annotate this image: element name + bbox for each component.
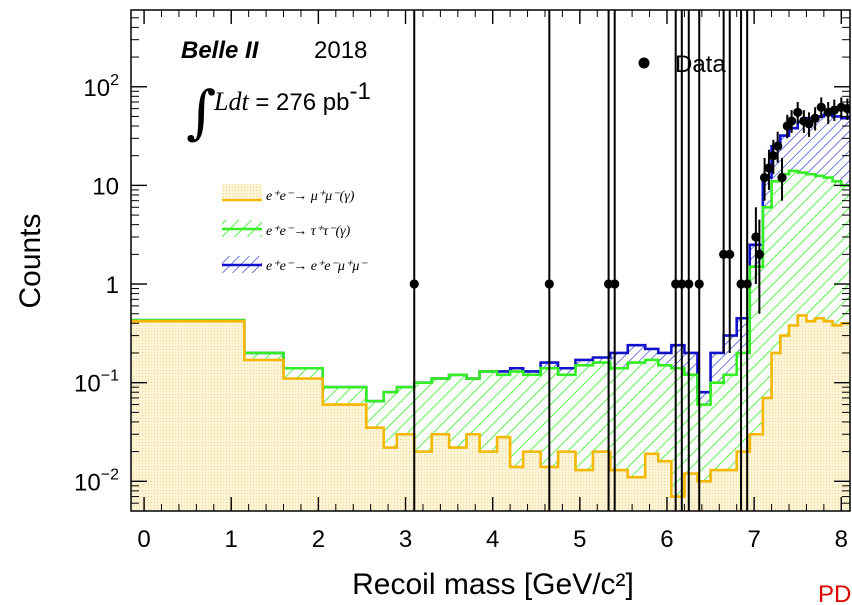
- data-point-18: [777, 172, 787, 183]
- data-point-7: [694, 279, 704, 289]
- x-tick-label-2: 2: [312, 526, 325, 553]
- y-axis-title: Counts: [14, 213, 47, 308]
- x-tick-label-3: 3: [399, 526, 412, 553]
- data-point-23: [804, 119, 814, 129]
- x-tick-label-4: 4: [486, 526, 499, 553]
- luminosity-value: = 276 pb: [249, 89, 350, 116]
- integral-symbol: ∫: [186, 78, 216, 146]
- data-point-3: [610, 279, 620, 289]
- legend-label-mumu: e⁺e⁻→ μ⁺μ⁻(γ): [266, 189, 355, 204]
- data-point-0: [409, 279, 419, 289]
- y-tick-label-0: 10−2: [74, 466, 119, 496]
- data-point-17: [773, 141, 783, 151]
- corner-label: PD: [818, 581, 851, 605]
- luminosity-prefix: Ldt: [213, 87, 249, 116]
- data-point-21: [793, 107, 803, 117]
- data-point-5: [677, 279, 687, 289]
- data-point-11: [742, 279, 752, 289]
- x-tick-label-7: 7: [747, 526, 760, 553]
- plot-frame: [130, 9, 851, 512]
- year-label: 2018: [314, 37, 367, 64]
- legend: e⁺e⁻→ μ⁺μ⁻(γ) e⁺e⁻→ τ⁺τ⁻(γ) e⁺e⁻→ e⁺e⁻μ⁺…: [222, 184, 368, 274]
- y-tick-label-1: 10−1: [74, 368, 119, 398]
- x-tick-label-8: 8: [835, 526, 848, 553]
- area-tautau: [131, 170, 850, 497]
- axes: 0 1 2 3 4 5 6 7 8 10−2 10−1 1 10 102: [74, 9, 850, 553]
- legend-label-tautau: e⁺e⁻→ τ⁺τ⁻(γ): [266, 224, 351, 239]
- data-point-25: [816, 102, 826, 112]
- data-point-1: [544, 279, 554, 289]
- histogram-stack: [131, 113, 850, 511]
- luminosity-label: Ldt = 276 pb-1: [213, 78, 371, 116]
- experiment-label: Belle II: [181, 37, 260, 64]
- x-tick-label-1: 1: [225, 526, 238, 553]
- data-legend-label: Data: [675, 51, 726, 78]
- data-points: [409, 10, 850, 511]
- x-tick-label-5: 5: [573, 526, 586, 553]
- data-point-9: [725, 249, 735, 259]
- data-point-14: [759, 172, 770, 183]
- y-tick-label-3: 10: [92, 173, 119, 200]
- x-axis-title: Recoil mass [GeV/c²]: [352, 568, 634, 601]
- legend-label-eemumu: e⁺e⁻→ e⁺e⁻μ⁺μ⁻: [266, 259, 368, 274]
- data-point-12: [751, 232, 761, 242]
- x-tick-label-0: 0: [137, 526, 150, 553]
- y-tick-label-4: 102: [83, 72, 119, 102]
- data-point-20: [787, 116, 797, 126]
- data-point-27: [829, 105, 839, 115]
- data-legend-marker: [638, 57, 650, 69]
- x-tick-label-6: 6: [660, 526, 673, 553]
- data-point-6: [684, 279, 694, 289]
- data-point-24: [810, 113, 820, 123]
- data-point-16: [768, 151, 778, 161]
- data-point-13: [754, 249, 764, 259]
- legend-swatch-mumu: [222, 184, 262, 201]
- luminosity-exponent: -1: [349, 78, 370, 105]
- y-tick-label-2: 1: [106, 272, 119, 299]
- data-point-15: [764, 163, 774, 173]
